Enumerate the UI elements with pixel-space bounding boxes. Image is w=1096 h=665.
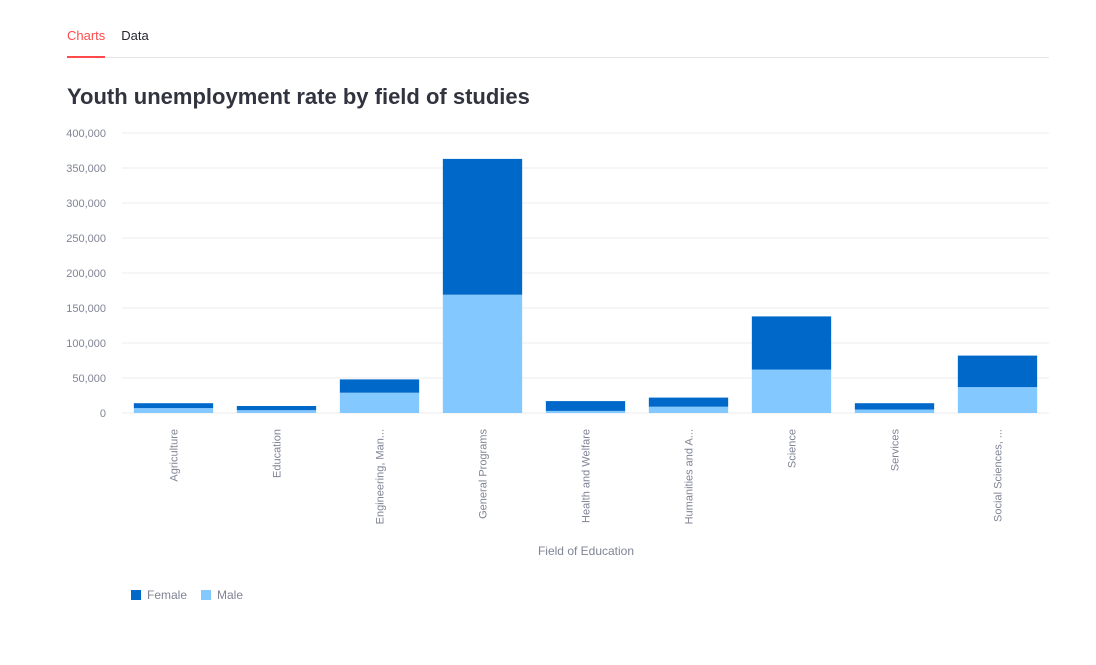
y-tick-label: 250,000: [66, 233, 106, 245]
tab-bar: Charts Data: [67, 20, 1049, 58]
bar-male[interactable]: [133, 408, 214, 413]
bar-female[interactable]: [751, 316, 832, 370]
tab-charts[interactable]: Charts: [67, 20, 106, 58]
bar-male[interactable]: [545, 410, 626, 413]
y-tick-label: 200,000: [66, 268, 106, 280]
y-tick-label: 350,000: [66, 163, 106, 175]
x-tick-label: Humanities and A...: [684, 429, 696, 524]
x-tick-label: Agriculture: [169, 429, 181, 482]
x-tick-label: Health and Welfare: [581, 429, 593, 523]
y-tick-label: 300,000: [66, 198, 106, 210]
legend-swatch-female: [131, 590, 141, 600]
bar-male[interactable]: [339, 392, 420, 413]
bar-female[interactable]: [133, 403, 214, 409]
x-tick-label: Science: [787, 429, 799, 468]
x-axis-title: Field of Education: [538, 544, 634, 558]
bar-male[interactable]: [442, 294, 523, 413]
bar-male[interactable]: [751, 369, 832, 413]
grid-lines: 0 50,000 100,000 150,000 200,000 250,000 300,0…: [66, 128, 1049, 420]
bar-male[interactable]: [648, 406, 729, 413]
y-tick-label: 150,000: [66, 303, 106, 315]
bar-female[interactable]: [442, 158, 523, 295]
bar-male[interactable]: [957, 387, 1038, 413]
y-tick-label: 50,000: [72, 373, 106, 385]
x-tick-label: General Programs: [478, 429, 490, 519]
legend-label-female: Female: [147, 588, 188, 602]
legend-item-male[interactable]: Male: [201, 588, 243, 602]
bar-female[interactable]: [957, 355, 1038, 388]
legend-swatch-male: [201, 590, 212, 600]
legend-label-male: Male: [217, 588, 244, 602]
bar-female[interactable]: [648, 397, 729, 407]
chart-title: Youth unemployment rate by field of stud…: [67, 84, 530, 109]
x-tick-label: Social Sciences, ...: [993, 429, 1005, 522]
x-tick-label: Education: [272, 429, 284, 478]
y-tick-label: 100,000: [66, 338, 106, 350]
x-tick-label: Engineering, Man...: [375, 429, 387, 524]
legend-item-female[interactable]: Female: [131, 588, 187, 602]
bar-female[interactable]: [339, 379, 420, 393]
bar-male[interactable]: [236, 410, 317, 413]
bars: [133, 158, 1038, 414]
x-tick-labels: Agriculture Education Engineering, Man... G…: [169, 429, 1005, 525]
y-tick-label: 0: [100, 408, 106, 420]
bar-female[interactable]: [854, 403, 935, 410]
x-tick-label: Services: [890, 429, 902, 472]
bar-male[interactable]: [854, 409, 935, 414]
legend: Female Male: [131, 588, 257, 602]
bar-female[interactable]: [545, 401, 626, 411]
bar-female[interactable]: [236, 406, 317, 411]
tab-data[interactable]: Data: [121, 28, 149, 43]
y-tick-label: 400,000: [66, 128, 106, 140]
